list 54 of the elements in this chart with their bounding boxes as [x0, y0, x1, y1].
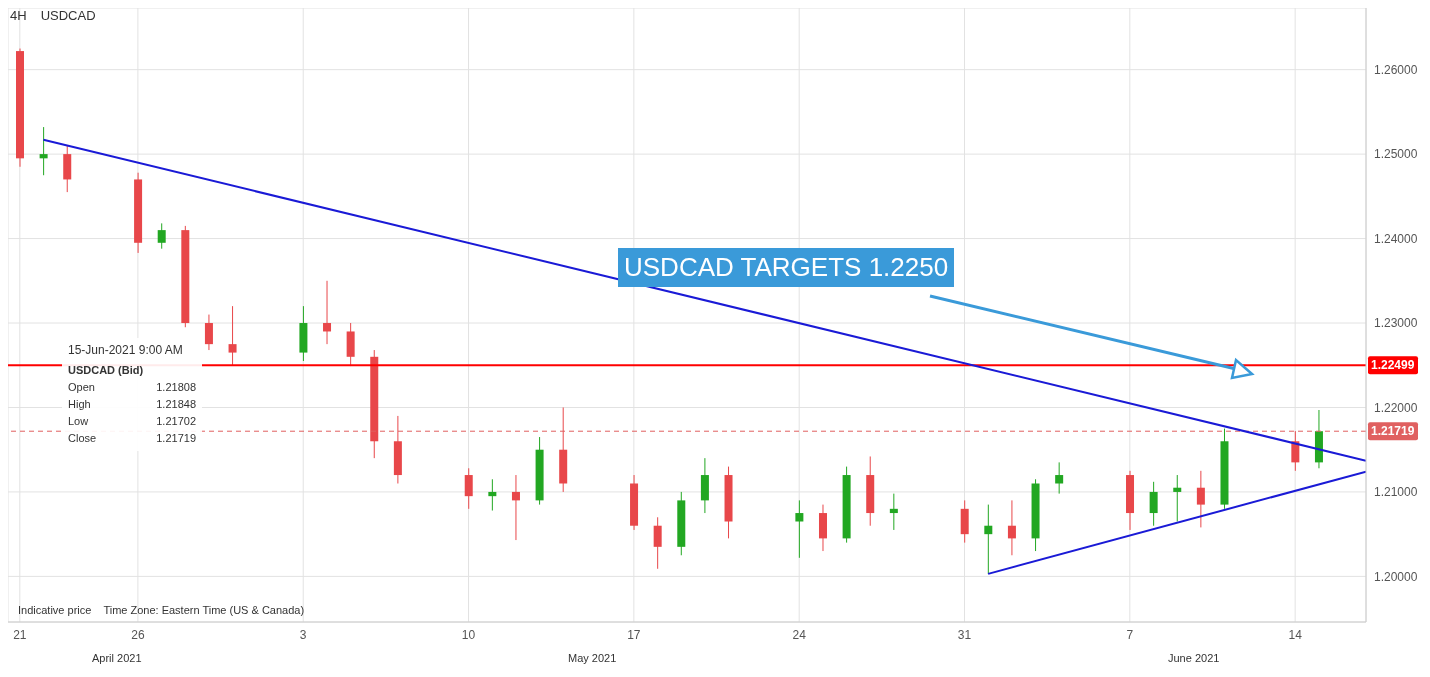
candlestick: [488, 478, 497, 512]
text: May 2021: [568, 652, 617, 664]
annotation: 1.21808: [156, 380, 196, 395]
y-tick-label: 1.25000: [1374, 147, 1418, 162]
annotation: 1.21719: [156, 431, 196, 446]
y-tick-label: 1.26000: [1374, 62, 1418, 77]
annotation: Close: [68, 431, 97, 446]
x-tick-label: 17: [627, 627, 641, 642]
annotation: Open: [68, 380, 95, 395]
candlestick: [323, 280, 332, 345]
x-tick-label: 14: [1288, 627, 1303, 642]
ref-line-label: 1.22499: [1371, 358, 1415, 373]
annotation: Indicative price: [18, 604, 92, 616]
x-tick-label: 7: [1126, 627, 1134, 642]
y-tick-label: 1.20000: [1374, 569, 1418, 584]
candlestick: [39, 126, 48, 176]
annotation: USDCAD TARGETS 1.2250: [618, 248, 955, 287]
x-tick-label: 26: [131, 627, 145, 642]
chart-title: USDCAD: [40, 8, 96, 23]
ref-line-label: 1.21719: [1371, 424, 1415, 439]
annotation: 1.21702: [156, 414, 196, 429]
y-tick-label: 1.22000: [1374, 400, 1418, 415]
y-tick-label: 1.21000: [1374, 485, 1418, 500]
annotation: 15-Jun-2021 9:00 AM: [68, 342, 184, 359]
candlestick: [464, 467, 473, 510]
candlestick: [984, 504, 993, 575]
x-tick-label: 21: [13, 627, 27, 642]
x-tick-label: 31: [957, 627, 972, 642]
annotation: High: [68, 397, 91, 412]
candlestick: [1007, 499, 1016, 556]
candlestick: [1196, 470, 1205, 528]
chart-subtitle: 4H: [10, 8, 27, 23]
candlestick: [1173, 474, 1182, 522]
candlestick: [228, 305, 237, 366]
annotation: Time Zone: Eastern Time (US & Canada): [103, 604, 305, 616]
candlestick: [1149, 481, 1158, 527]
x-tick-label: 10: [461, 627, 476, 642]
x-tick-label: 3: [299, 627, 307, 642]
text: June 2021: [1168, 652, 1220, 664]
y-tick-label: 1.23000: [1374, 316, 1418, 331]
x-tick-label: 24: [792, 627, 807, 642]
candlestick: [511, 474, 520, 541]
annotation: Low: [68, 414, 89, 429]
annotation: USDCAD (Bid): [68, 363, 145, 378]
annotation: 1.21848: [156, 397, 196, 412]
text: April 2021: [92, 652, 142, 664]
candlestick: [795, 499, 804, 559]
candlestick: [204, 314, 213, 351]
y-tick-label: 1.24000: [1374, 231, 1418, 246]
candlestick: [1291, 430, 1300, 472]
candlestick: [1055, 461, 1064, 495]
candlestick: [157, 222, 166, 250]
candlestick: [889, 493, 898, 531]
candlestick: [653, 516, 662, 570]
